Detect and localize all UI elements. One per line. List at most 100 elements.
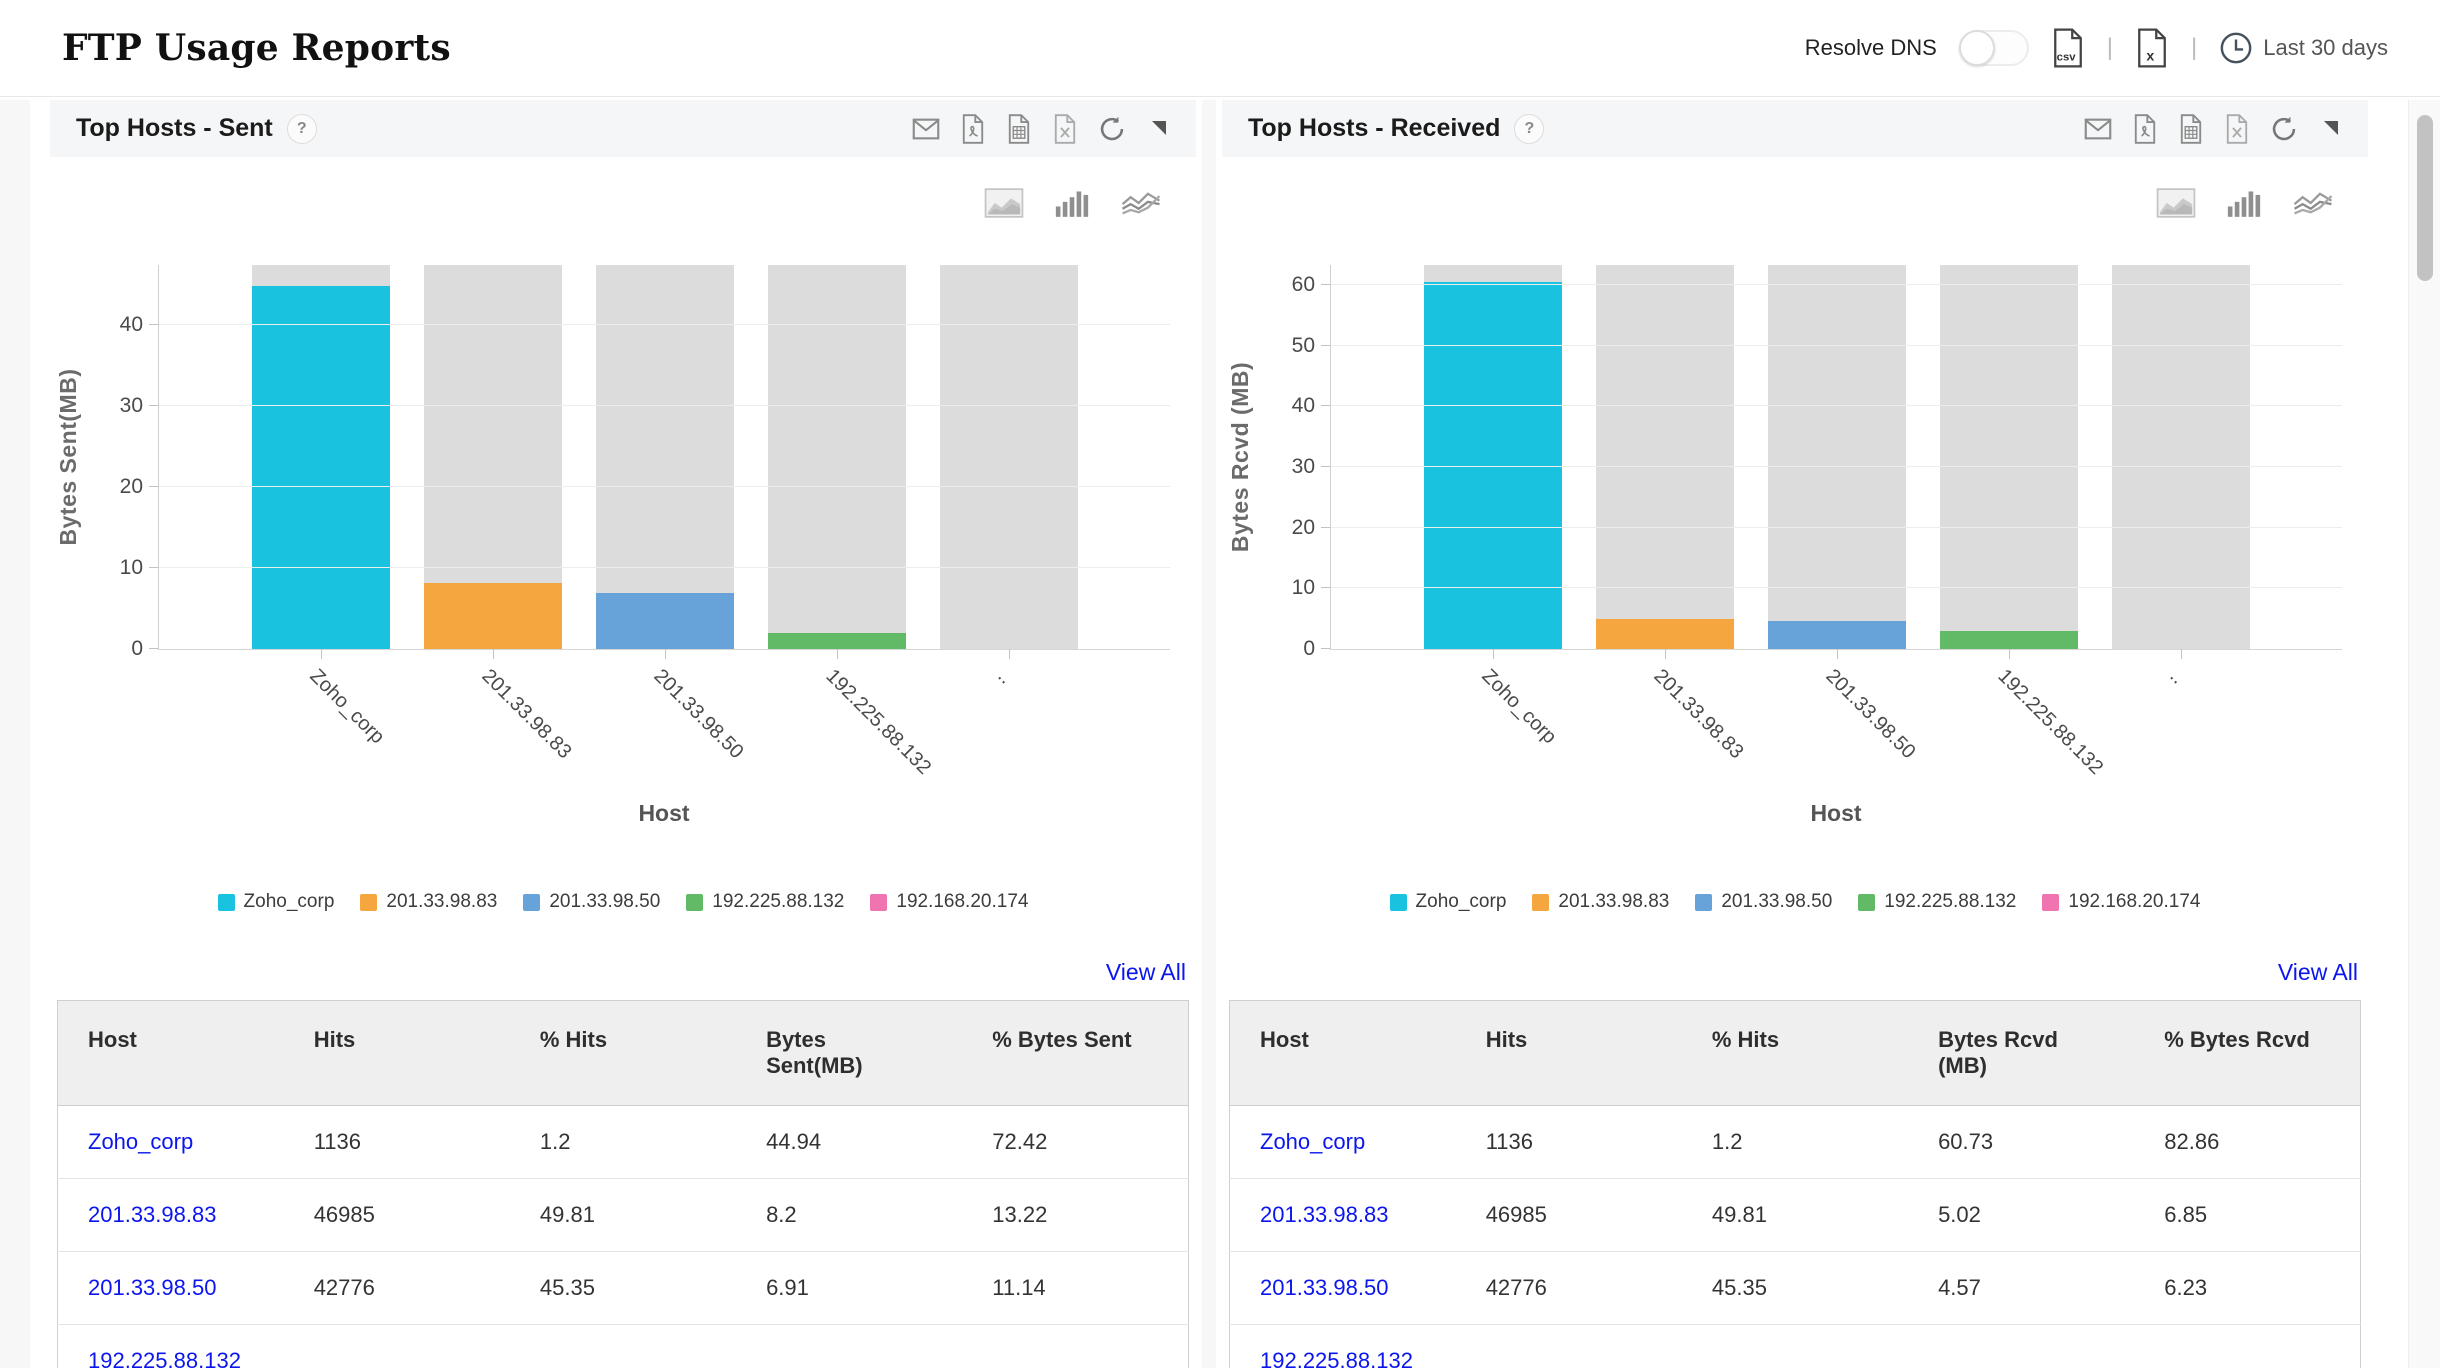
host-link[interactable]: 192.225.88.132 <box>1260 1348 1413 1368</box>
x-tick-label: 201.33.98.50 <box>648 665 748 764</box>
bar-slot: Zoho_corp <box>251 265 390 748</box>
legend-item[interactable]: 192.168.20.174 <box>2042 891 2200 913</box>
bar-chart-icon[interactable] <box>1054 183 1090 223</box>
help-icon[interactable]: ? <box>1514 113 1545 144</box>
area-chart-icon[interactable] <box>984 183 1024 223</box>
x-axis-title: Host <box>638 800 690 826</box>
host-link[interactable]: Zoho_corp <box>88 1129 194 1154</box>
x-tick-mark <box>2180 649 2182 659</box>
table-header-cell: Hits <box>1455 1000 1682 1106</box>
area-chart-icon[interactable] <box>2156 183 2196 223</box>
host-link[interactable]: 201.33.98.83 <box>88 1202 217 1227</box>
view-all-link[interactable]: View All <box>1105 959 1186 985</box>
pdf-icon[interactable] <box>960 113 986 144</box>
bar-slot: 201.33.98.50 <box>595 265 747 763</box>
legend-item[interactable]: Zoho_corp <box>1389 891 1506 913</box>
page-body: Top Hosts - Sent ? <box>0 100 2440 1368</box>
refresh-icon[interactable] <box>2270 115 2298 143</box>
table-header-cell: Host <box>57 1000 284 1106</box>
refresh-icon[interactable] <box>1098 115 1126 143</box>
legend-item[interactable]: Zoho_corp <box>217 891 334 913</box>
resolve-dns-toggle[interactable] <box>1958 30 2029 66</box>
vertical-scrollbar[interactable] <box>2408 100 2440 1368</box>
panel-top-hosts-sent: Top Hosts - Sent ? <box>50 100 1196 1368</box>
table-cell: 11.14 <box>962 1251 1189 1325</box>
email-icon[interactable] <box>912 117 940 141</box>
table-header-cell: Host <box>1229 1000 1456 1106</box>
gridline <box>1331 344 2342 346</box>
bar-chart-icon[interactable] <box>2226 183 2262 223</box>
host-link[interactable]: 201.33.98.50 <box>88 1275 217 1300</box>
bar-fill[interactable] <box>423 582 562 649</box>
legend-item[interactable]: 192.225.88.132 <box>1858 891 2016 913</box>
y-tick-mark <box>149 566 158 568</box>
time-range-label: Last 30 days <box>2263 35 2388 60</box>
line-chart-icon[interactable] <box>1120 183 1162 223</box>
table-row: 201.33.98.83 46985 49.81 8.2 13.22 <box>57 1178 1189 1252</box>
table-cell: 1136 <box>313 1129 361 1154</box>
legend-item[interactable]: 201.33.98.50 <box>1695 891 1832 913</box>
expand-icon[interactable] <box>2318 117 2342 141</box>
csv-export-icon[interactable]: csv <box>2051 28 2085 68</box>
x-tick-label: Zoho_corp <box>1476 665 1561 749</box>
bar-track <box>1423 265 1562 649</box>
host-link[interactable]: 201.33.98.50 <box>1260 1275 1389 1300</box>
legend-item[interactable]: 201.33.98.83 <box>1532 891 1669 913</box>
hosts-table: Host Hits% Hits Bytes Sent(MB)% Bytes Sent… <box>57 1000 1189 1368</box>
panel-header: Top Hosts - Sent ? <box>50 100 1196 157</box>
pdf-icon[interactable] <box>2132 113 2158 144</box>
toggle-knob[interactable] <box>1958 30 1995 66</box>
y-tick-mark <box>1321 344 1330 346</box>
bar-fill[interactable] <box>767 632 906 649</box>
bar-fill[interactable] <box>1939 630 2078 649</box>
legend-swatch <box>1695 893 1713 911</box>
x-tick-label: 192.225.88.132 <box>820 665 935 779</box>
legend-item[interactable]: 192.168.20.174 <box>870 891 1028 913</box>
header-divider: | <box>2191 34 2198 61</box>
y-tick-label: 30 <box>1291 455 1315 479</box>
view-all-link[interactable]: View All <box>2277 959 2358 985</box>
table-cell <box>1681 1324 1909 1368</box>
gridline <box>1331 587 2342 589</box>
excel-icon[interactable] <box>1052 113 1078 144</box>
svg-text:x: x <box>2146 49 2154 65</box>
report-icon[interactable] <box>1006 113 1032 144</box>
legend-item[interactable]: 201.33.98.50 <box>523 891 660 913</box>
bar-slot: 201.33.98.83 <box>1595 265 1747 763</box>
scrollbar-thumb[interactable] <box>2417 115 2433 281</box>
gridline <box>1331 526 2342 528</box>
report-icon[interactable] <box>2178 113 2204 144</box>
expand-icon[interactable] <box>1146 117 1170 141</box>
host-link[interactable]: 201.33.98.83 <box>1260 1202 1389 1227</box>
table-cell: 46985 <box>283 1178 510 1252</box>
bar-track <box>251 265 390 649</box>
bar-track <box>1939 265 2078 649</box>
excel-export-icon[interactable]: x <box>2135 28 2169 68</box>
legend-swatch <box>1858 893 1876 911</box>
table-cell <box>1455 1324 1682 1368</box>
host-link[interactable]: Zoho_corp <box>1260 1129 1366 1154</box>
bar-fill[interactable] <box>251 285 390 649</box>
table-cell: 60.73 <box>1938 1129 1994 1154</box>
bar-fill[interactable] <box>1595 618 1734 649</box>
bar-fill[interactable] <box>595 593 734 649</box>
x-tick-label: 201.33.98.50 <box>1820 665 1920 764</box>
help-icon[interactable]: ? <box>286 113 317 144</box>
legend-label: 192.225.88.132 <box>1884 891 2017 912</box>
y-tick-mark <box>1321 284 1330 286</box>
table-row: 201.33.98.50 42776 45.35 6.91 11.14 <box>57 1251 1189 1325</box>
host-link[interactable]: 192.225.88.132 <box>88 1348 241 1368</box>
excel-icon[interactable] <box>2224 113 2250 144</box>
email-icon[interactable] <box>2084 117 2112 141</box>
panel-gutter <box>1196 100 1222 1368</box>
legend-item[interactable]: 201.33.98.83 <box>360 891 497 913</box>
y-tick-mark <box>149 485 158 487</box>
bar-slot: 192.225.88.132 <box>1939 265 2107 779</box>
line-chart-icon[interactable] <box>2292 183 2334 223</box>
legend-item[interactable]: 192.225.88.132 <box>686 891 844 913</box>
y-tick-mark <box>149 404 158 406</box>
table-cell <box>962 1324 1189 1368</box>
bar-fill[interactable] <box>1767 621 1906 649</box>
table-header-cell: % Bytes Sent <box>962 1000 1189 1106</box>
time-range-selector[interactable]: Last 30 days <box>2219 31 2388 65</box>
